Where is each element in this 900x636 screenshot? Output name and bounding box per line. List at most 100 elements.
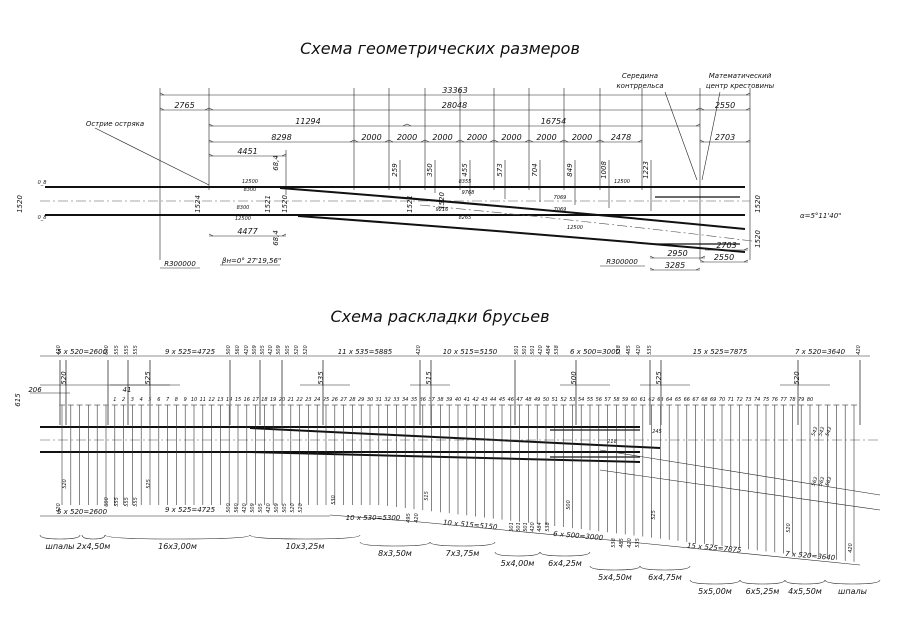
- sleeper-number: 60: [631, 397, 637, 403]
- leader-line: [701, 91, 721, 181]
- rail-length-label: 0_8: [38, 215, 47, 221]
- sleeper-dimension-label: 5 x 520=2600: [57, 348, 108, 356]
- sleeper-dimension-label: 509: [276, 345, 282, 355]
- arrow: [208, 107, 214, 111]
- group-brace: [739, 579, 786, 585]
- sleeper-group-label: шпалы: [46, 542, 75, 551]
- sleeper-number: 18: [261, 397, 267, 403]
- rail-length-label: 12500: [235, 216, 251, 222]
- dimension-label: 8298: [271, 133, 291, 142]
- sleeper-number: 13: [217, 397, 223, 403]
- dimension-label: 2000: [361, 133, 381, 142]
- sleeper-scheme-title: Схема раскладки брусьев: [330, 307, 549, 326]
- arrow: [695, 123, 701, 127]
- sleeper-dimension-label: 538: [545, 522, 551, 532]
- ordinate-label: 704: [531, 163, 539, 176]
- sleeper-number: 7: [166, 397, 170, 403]
- sleeper-dimension-label: 515: [424, 491, 430, 501]
- sleeper-dimension-label: 11 x 535=5885: [338, 348, 393, 356]
- sleeper-dimension-label: 555: [133, 497, 139, 507]
- sleeper-dimension-label: 420: [244, 345, 250, 355]
- sleeper-group-label: 4x5,50м: [788, 587, 822, 596]
- sleeper-dimension-label: 500: [226, 503, 232, 513]
- beta-angle-label: βн=0° 27'19,56": [222, 257, 281, 265]
- rail-length-label: 8300: [237, 205, 250, 211]
- ordinate-label: 350: [426, 163, 434, 177]
- sleeper-number: 19: [270, 397, 276, 403]
- group-brace: [589, 565, 641, 571]
- sleeper-number: 28: [349, 397, 355, 403]
- sleeper-number: 48: [525, 397, 531, 403]
- arrow: [493, 139, 499, 143]
- sleeper-number: 1: [113, 397, 116, 403]
- rail-length-label: 8300: [244, 187, 257, 193]
- sleeper-dimension-label: 15 x 525=7875: [693, 348, 748, 356]
- sleeper-number: 61: [640, 397, 646, 403]
- arrow: [704, 247, 710, 251]
- arrow: [528, 139, 534, 143]
- sleeper-number: 74: [754, 397, 760, 403]
- ordinate-label: 849: [566, 163, 574, 177]
- sleeper-group-label: 8x3,50м: [378, 549, 412, 558]
- sleeper-number: 37: [428, 397, 435, 403]
- sleeper-number: 52: [560, 397, 566, 403]
- sleeper-number: 12: [208, 397, 214, 403]
- offset-label: 543: [818, 426, 827, 437]
- dimension-label: 16754: [541, 117, 566, 126]
- sleeper-number: 14: [226, 397, 232, 403]
- sleeper-dimension-label: 505: [282, 503, 288, 513]
- sleeper-dimension-label: 6 x 500=3000: [570, 348, 621, 356]
- ordinate-label: 1223: [642, 161, 650, 179]
- arrow: [420, 139, 426, 143]
- sleeper-number: 36: [420, 397, 426, 403]
- sleeper-group-label: 6x4,25м: [548, 559, 582, 568]
- sleeper-dimension-label: 615: [14, 393, 22, 407]
- group-brace: [359, 541, 431, 547]
- arrow: [599, 139, 605, 143]
- sleeper-number: 30: [367, 397, 373, 403]
- group-brace: [104, 534, 251, 540]
- sleeper-number: 3: [131, 397, 134, 403]
- arrow: [559, 139, 565, 143]
- sleeper-dimension-label: 420: [416, 345, 422, 355]
- sleeper-dimension-label: 600: [104, 497, 110, 507]
- rail-length-label: 9216: [436, 207, 449, 213]
- arrow: [204, 107, 210, 111]
- dimension-label: 2000: [467, 133, 487, 142]
- arrow: [159, 92, 165, 96]
- group-brace: [429, 541, 496, 547]
- sleeper-number: 79: [798, 397, 804, 403]
- sleeper-dimension-label: 535: [317, 371, 325, 385]
- sleeper-dimension-label: 538: [611, 538, 617, 548]
- sleeper-number: 24: [314, 397, 320, 403]
- dimension-label: 2478: [611, 133, 631, 142]
- sleeper-number: 32: [384, 397, 390, 403]
- arrow: [406, 123, 412, 127]
- sleeper-dimension-label: 555: [133, 345, 139, 355]
- sleeper-number: 64: [666, 397, 672, 403]
- gauge-label: 1520: [281, 195, 289, 213]
- sleeper-number: 65: [675, 397, 681, 403]
- sleeper-dimension-label: 10 x 530=5300: [346, 514, 401, 522]
- dimension-label: 33363: [442, 86, 467, 95]
- offset-label: 563: [811, 476, 820, 487]
- frog-center-label: центр крестовины: [706, 82, 775, 90]
- sleeper-number: 45: [499, 397, 505, 403]
- dimension-label: 2000: [397, 133, 417, 142]
- sleeper-dimension-label: 6 x 500=3000: [553, 530, 604, 542]
- dimension-label: 2703: [716, 241, 736, 250]
- sleeper-number: 53: [569, 397, 575, 403]
- sleeper-number: 38: [437, 397, 443, 403]
- sleeper-dimension-label: 535: [647, 345, 653, 355]
- arrow: [208, 233, 214, 237]
- sleeper-dimension-label: 420: [266, 503, 272, 513]
- sleeper-dimension-label: 520: [62, 479, 68, 489]
- arrow: [402, 123, 408, 127]
- diverging-track-line: [599, 469, 881, 511]
- leader-line: [94, 127, 210, 186]
- gauge-label: 1521: [264, 195, 272, 213]
- sleeper-dimension-label: 420: [242, 503, 248, 513]
- sleeper-group-label: 5x5,00м: [698, 587, 732, 596]
